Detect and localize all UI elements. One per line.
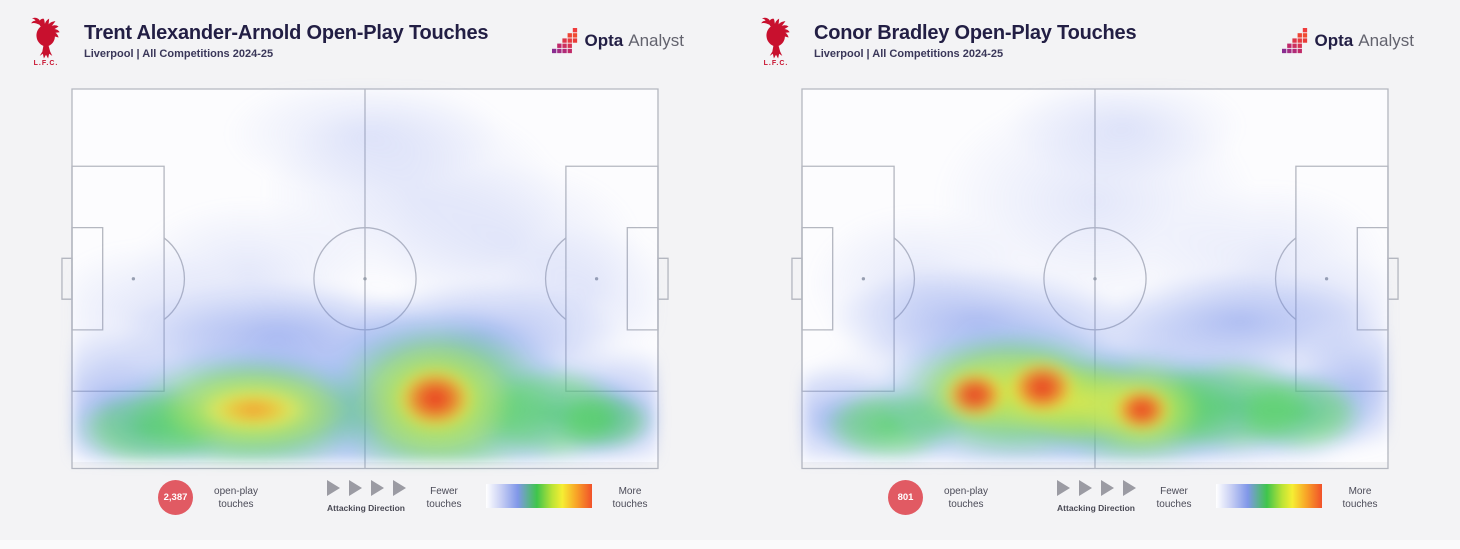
touch-heatmap <box>72 89 658 462</box>
opta-analyst-logo: Opta Analyst <box>1281 28 1414 54</box>
right-arrow-icon <box>1078 480 1092 496</box>
chart-subtitle: Liverpool | All Competitions 2024-25 <box>814 48 1004 60</box>
legend-fewer-label: Fewer touches <box>1156 486 1192 510</box>
right-arrow-icon <box>326 480 340 496</box>
attacking-direction: Attacking Direction <box>308 480 424 513</box>
chart-title: Trent Alexander-Arnold Open-Play Touches <box>84 22 489 44</box>
opta-logo-light-text: Analyst <box>628 31 684 50</box>
touches-caption: open-play touches <box>214 486 258 510</box>
club-initials: L.F.C. <box>763 60 789 67</box>
right-arrow-icon <box>348 480 362 496</box>
heat-scale-gradient-bar <box>486 484 592 508</box>
right-arrow-icon <box>1122 480 1136 496</box>
attacking-direction-arrows <box>1038 480 1154 496</box>
opta-logo-light-text: Analyst <box>1358 31 1414 50</box>
legend-fewer-label: Fewer touches <box>426 486 462 510</box>
football-pitch <box>72 89 658 462</box>
opta-squares-icon <box>551 28 577 54</box>
chart-footer: 2,387 open-play touches Attacking Direct… <box>72 470 658 542</box>
touches-caption: open-play touches <box>944 486 988 510</box>
liverpool-crest: L.F.C. <box>26 15 66 67</box>
right-arrow-icon <box>392 480 406 496</box>
bottom-strip <box>0 540 1460 549</box>
opta-logo-bold-text: Opta <box>1314 31 1354 50</box>
right-arrow-icon <box>370 480 384 496</box>
touch-heatmap <box>802 89 1388 462</box>
header-titles: Conor Bradley Open-Play Touches Liverpoo… <box>814 21 1137 60</box>
heatmap-panel-trent-alexander-arnold: L.F.C. Trent Alexander-Arnold Open-Play … <box>26 15 684 542</box>
attacking-direction-label: Attacking Direction <box>1057 503 1135 513</box>
chart-title: Conor Bradley Open-Play Touches <box>814 22 1137 44</box>
heat-scale-gradient-bar <box>1216 484 1322 508</box>
liver-bird-icon <box>761 17 790 59</box>
opta-analyst-logo: Opta Analyst <box>551 28 684 54</box>
football-pitch <box>802 89 1388 462</box>
header-titles: Trent Alexander-Arnold Open-Play Touches… <box>84 21 488 60</box>
touches-count-badge: 2,387 <box>158 480 193 515</box>
right-arrow-icon <box>1100 480 1114 496</box>
club-initials: L.F.C. <box>33 60 59 67</box>
touches-count-badge: 801 <box>888 480 923 515</box>
legend-more-label: More touches <box>612 486 648 510</box>
attacking-direction-arrows <box>308 480 424 496</box>
chart-footer: 801 open-play touches Attacking Directio… <box>802 470 1388 542</box>
chart-subtitle: Liverpool | All Competitions 2024-25 <box>84 48 274 60</box>
opta-squares-icon <box>1281 28 1307 54</box>
attacking-direction: Attacking Direction <box>1038 480 1154 513</box>
right-arrow-icon <box>1056 480 1070 496</box>
liver-bird-icon <box>31 17 60 59</box>
legend-more-label: More touches <box>1342 486 1378 510</box>
liverpool-crest: L.F.C. <box>756 15 796 67</box>
heatmap-panel-conor-bradley: L.F.C. Conor Bradley Open-Play Touches L… <box>730 0 1460 549</box>
opta-logo-bold-text: Opta <box>584 31 624 50</box>
attacking-direction-label: Attacking Direction <box>327 503 405 513</box>
